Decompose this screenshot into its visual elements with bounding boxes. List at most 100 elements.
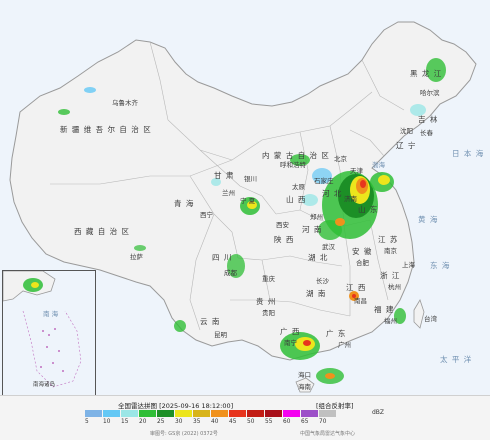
legend-product-type: [组合反射率] <box>316 402 354 410</box>
label-taiwan: 台湾 <box>424 315 437 323</box>
label-jiangxi: 江 西 <box>346 283 367 292</box>
legend-footer: 全国雷达拼图 [2025-09-16 18:12:00] [组合反射率] 5 10… <box>0 395 490 440</box>
color-swatch <box>85 410 102 417</box>
china-radar-map: 黑 龙 江 哈尔滨 吉 林 长春 辽 宁 沈阳 内 蒙 古 自 治 区 呼和浩特… <box>0 0 490 397</box>
label-hunan: 湖 南 <box>306 289 327 298</box>
label-harbin: 哈尔滨 <box>420 89 440 97</box>
color-scale-bar <box>85 410 337 417</box>
label-tianjin: 天津 <box>350 167 363 175</box>
color-scale-tick: 55 <box>265 419 273 425</box>
label-zhejiang: 浙 江 <box>380 271 401 280</box>
radar-echoes <box>58 58 446 384</box>
label-liaoning: 辽 宁 <box>396 141 417 150</box>
color-swatch <box>157 410 174 417</box>
color-scale-tick: 5 <box>85 419 89 425</box>
label-taiyuan: 太原 <box>292 183 305 191</box>
label-shandong: 山 东 <box>358 205 379 214</box>
label-guangzhou: 广州 <box>338 341 351 349</box>
color-swatch <box>103 410 120 417</box>
label-shijiazhuang: 石家庄 <box>314 177 334 185</box>
taiwan-island <box>413 299 425 329</box>
label-urumqi: 乌鲁木齐 <box>112 99 138 107</box>
color-scale-tick: 50 <box>247 419 255 425</box>
label-fuzhou: 福州 <box>384 317 397 325</box>
color-scale-tick: 40 <box>211 419 219 425</box>
inset-label-islands: 南海诸岛 <box>33 382 56 388</box>
label-ningxia: 宁 夏 <box>240 197 256 205</box>
label-yunnan: 云 南 <box>200 317 221 326</box>
label-chongqing: 重庆 <box>262 275 275 283</box>
label-shenyang: 沈阳 <box>400 127 413 135</box>
label-yinchuan: 银川 <box>244 175 257 183</box>
color-swatch <box>319 410 336 417</box>
color-swatch <box>121 410 138 417</box>
inset-echo-core <box>31 282 39 288</box>
color-scale-ticks: 5 10 15 20 25 30 35 40 45 50 55 60 65 70 <box>85 419 337 425</box>
label-shanghai: 上海 <box>402 261 415 269</box>
label-xining: 西宁 <box>200 211 213 219</box>
province-boundaries <box>50 41 405 331</box>
label-jilin: 吉 林 <box>418 115 439 124</box>
label-nanjing: 南京 <box>384 247 397 255</box>
label-taipingyang: 太 平 洋 <box>440 355 473 364</box>
color-scale-tick: 45 <box>229 419 237 425</box>
label-sichuan: 四 川 <box>212 253 233 262</box>
label-haikou: 海口 <box>298 371 311 379</box>
label-guangdong: 广 东 <box>326 329 347 338</box>
label-hainan: 海南 <box>298 383 311 391</box>
label-lanzhou: 兰州 <box>222 189 235 197</box>
label-guangxi: 广 西 <box>280 327 301 336</box>
label-nanchang: 南昌 <box>354 297 367 305</box>
south-china-sea-inset: 南 海 南海诸岛 <box>2 270 96 397</box>
color-scale-tick: 15 <box>121 419 129 425</box>
color-scale-tick: 25 <box>157 419 165 425</box>
label-xian: 西安 <box>276 221 289 229</box>
label-guiyang: 贵阳 <box>262 309 275 317</box>
color-scale-tick: 70 <box>319 419 327 425</box>
color-swatch <box>175 410 192 417</box>
label-bohai: 渤海 <box>372 161 385 169</box>
label-changchun: 长春 <box>420 129 433 137</box>
color-scale-tick: 60 <box>283 419 291 425</box>
label-chengdu: 成都 <box>224 269 237 277</box>
label-wuhan: 武汉 <box>322 243 335 251</box>
label-qinghai: 青 海 <box>174 199 195 208</box>
label-hohhot: 呼和浩特 <box>280 161 306 169</box>
label-henan: 河 南 <box>302 225 323 234</box>
label-gansu: 甘 肃 <box>214 171 235 180</box>
color-scale-tick: 35 <box>193 419 201 425</box>
label-beijing: 北京 <box>334 155 347 163</box>
label-donghai: 东 海 <box>430 261 451 270</box>
label-riben-hai: 日 本 海 <box>452 149 485 158</box>
label-hangzhou: 杭州 <box>388 283 401 291</box>
label-xinjiang: 新 疆 维 吾 尔 自 治 区 <box>60 125 152 134</box>
color-scale-tick: 65 <box>301 419 309 425</box>
label-hebei: 河 北 <box>322 189 343 198</box>
label-changsha: 长沙 <box>316 277 329 285</box>
inset-islands <box>40 328 64 372</box>
inset-boundary <box>22 310 82 388</box>
label-huanghai: 黄 海 <box>418 215 439 224</box>
legend-unit: dBZ <box>372 409 385 416</box>
legend-approval-number: 审图号: GS京 (2022) 0372号 <box>150 431 218 437</box>
inset-canvas <box>2 270 82 388</box>
color-swatch <box>139 410 156 417</box>
hainan-island <box>295 377 315 393</box>
color-swatch <box>283 410 300 417</box>
color-swatch <box>247 410 264 417</box>
legend-organization: 中国气象局雷达气象中心 <box>300 431 356 437</box>
label-shanxi: 山 西 <box>286 195 307 204</box>
color-swatch <box>265 410 282 417</box>
label-zhengzhou: 郑州 <box>310 213 323 221</box>
label-inner-mongolia: 内 蒙 古 自 治 区 <box>262 151 330 160</box>
legend-title: 全国雷达拼图 [2025-09-16 18:12:00] <box>118 402 234 410</box>
label-tibet: 西 藏 自 治 区 <box>74 227 131 236</box>
label-jinan: 济南 <box>344 195 357 203</box>
color-swatch <box>211 410 228 417</box>
color-scale-tick: 10 <box>103 419 111 425</box>
label-hefei: 合肥 <box>356 259 369 267</box>
color-scale-tick: 30 <box>175 419 183 425</box>
label-fujian: 福 建 <box>374 305 395 314</box>
label-jiangsu: 江 苏 <box>378 235 399 244</box>
color-swatch <box>301 410 318 417</box>
